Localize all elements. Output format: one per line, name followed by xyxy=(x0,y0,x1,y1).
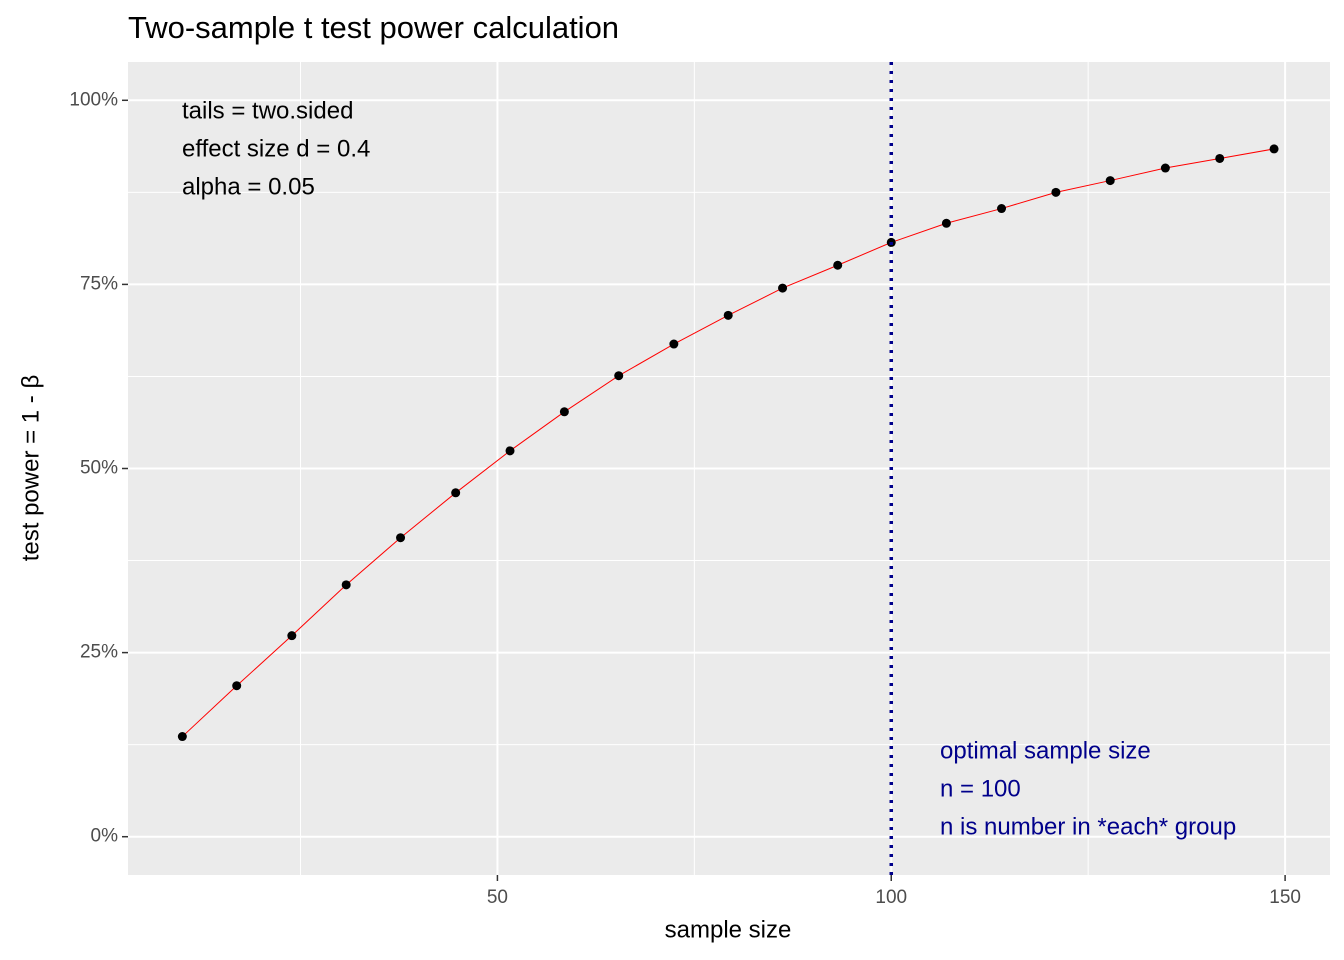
point xyxy=(1160,163,1170,173)
point xyxy=(341,580,351,590)
point xyxy=(451,488,461,498)
y-tick-label: 50% xyxy=(80,458,118,479)
annotation: optimal sample size xyxy=(940,737,1151,764)
annotation: effect size d = 0.4 xyxy=(182,135,370,162)
annotation: alpha = 0.05 xyxy=(182,173,315,200)
annotation: n = 100 xyxy=(940,775,1021,802)
point xyxy=(177,732,187,742)
point xyxy=(287,631,297,641)
point xyxy=(559,407,569,417)
y-tick-label: 100% xyxy=(69,89,118,110)
chart-title: Two-sample t test power calculation xyxy=(128,10,619,45)
x-tick-label: 100 xyxy=(875,887,907,908)
y-tick-label: 75% xyxy=(80,273,118,294)
annotation: n is number in *each* group xyxy=(940,813,1236,840)
point xyxy=(232,681,242,691)
point xyxy=(997,204,1007,214)
x-tick-label: 50 xyxy=(487,887,508,908)
y-axis-label: test power = 1 - β xyxy=(17,375,44,562)
x-tick-label: 150 xyxy=(1269,887,1301,908)
point xyxy=(1051,187,1061,197)
point xyxy=(614,371,624,381)
point xyxy=(1269,144,1279,154)
point xyxy=(1105,176,1115,186)
y-tick-label: 25% xyxy=(80,642,118,663)
point xyxy=(833,260,843,270)
point xyxy=(778,283,788,293)
point xyxy=(396,533,406,543)
x-axis-label: sample size xyxy=(665,916,792,943)
point xyxy=(723,310,733,320)
annotation: tails = two.sided xyxy=(182,97,353,124)
point xyxy=(505,446,515,456)
point xyxy=(941,218,951,228)
point xyxy=(669,339,679,349)
point xyxy=(1215,153,1225,163)
y-tick-label: 0% xyxy=(91,826,119,847)
